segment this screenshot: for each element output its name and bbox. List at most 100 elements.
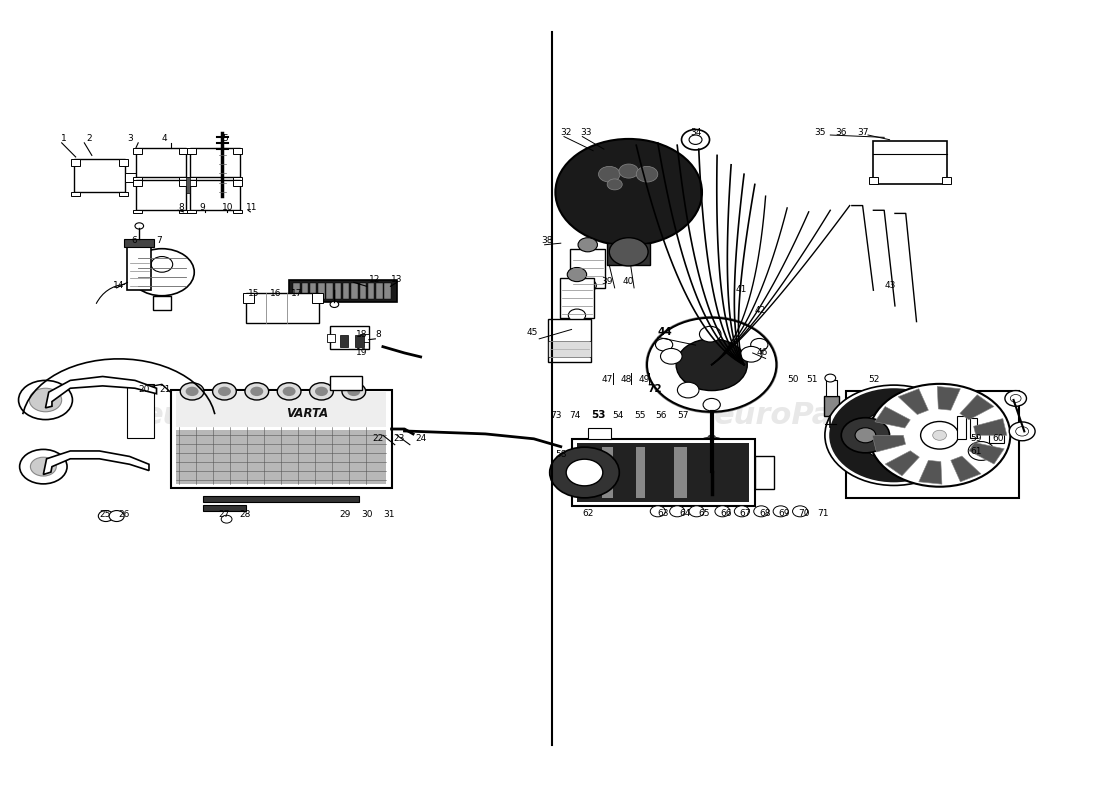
- Text: 1: 1: [60, 134, 66, 143]
- Text: 34: 34: [690, 128, 702, 138]
- Bar: [826, 380, 837, 396]
- Text: 74: 74: [570, 410, 581, 419]
- Circle shape: [689, 135, 702, 145]
- Text: 33: 33: [580, 128, 592, 138]
- Bar: [755, 456, 774, 489]
- Text: 15: 15: [249, 289, 260, 298]
- Circle shape: [609, 238, 648, 266]
- Circle shape: [707, 434, 716, 441]
- Polygon shape: [974, 418, 1006, 435]
- Bar: [246, 294, 319, 323]
- Text: 17: 17: [292, 289, 302, 298]
- Bar: [334, 283, 341, 299]
- Text: 61: 61: [970, 447, 982, 457]
- Text: 62: 62: [582, 509, 594, 518]
- Circle shape: [180, 382, 204, 400]
- Circle shape: [684, 452, 692, 458]
- Text: 28: 28: [240, 510, 251, 519]
- Circle shape: [245, 382, 268, 400]
- Circle shape: [754, 506, 769, 517]
- Bar: [351, 283, 358, 299]
- Circle shape: [1010, 394, 1021, 402]
- Text: 43: 43: [884, 282, 895, 290]
- Text: 44: 44: [658, 327, 672, 338]
- Text: 22: 22: [372, 434, 384, 443]
- Text: 13: 13: [390, 275, 402, 284]
- Circle shape: [715, 506, 730, 517]
- Circle shape: [109, 510, 124, 522]
- Circle shape: [825, 385, 962, 486]
- Circle shape: [732, 452, 739, 458]
- Circle shape: [678, 382, 698, 398]
- Text: 65: 65: [698, 509, 711, 518]
- Text: 70: 70: [798, 509, 810, 518]
- Bar: [136, 181, 186, 210]
- Text: 20: 20: [139, 385, 150, 394]
- Text: 69: 69: [779, 509, 790, 518]
- Bar: [548, 319, 591, 362]
- Circle shape: [688, 438, 736, 472]
- Circle shape: [556, 139, 702, 246]
- Circle shape: [218, 386, 231, 396]
- Text: 9: 9: [199, 203, 206, 212]
- Bar: [128, 384, 154, 438]
- Text: 35: 35: [814, 128, 826, 138]
- Bar: [571, 249, 605, 288]
- Bar: [572, 439, 755, 506]
- Text: 5: 5: [222, 134, 228, 143]
- Circle shape: [921, 422, 958, 449]
- Circle shape: [1009, 422, 1035, 441]
- Text: 19: 19: [356, 348, 367, 357]
- Circle shape: [20, 450, 67, 484]
- Circle shape: [698, 481, 725, 499]
- Text: 12: 12: [368, 275, 381, 284]
- Circle shape: [968, 442, 994, 460]
- Text: 71: 71: [817, 509, 828, 518]
- Bar: [119, 192, 128, 195]
- Text: 55: 55: [634, 410, 646, 419]
- Polygon shape: [969, 442, 1004, 464]
- Text: 26: 26: [119, 510, 130, 519]
- Text: 60: 60: [992, 434, 1003, 443]
- Bar: [133, 147, 142, 154]
- Circle shape: [707, 469, 716, 475]
- Text: 29: 29: [340, 510, 351, 519]
- Circle shape: [647, 318, 777, 412]
- Circle shape: [212, 382, 236, 400]
- Bar: [187, 147, 196, 154]
- Text: 53: 53: [591, 410, 605, 419]
- Circle shape: [656, 338, 673, 351]
- Bar: [170, 390, 392, 488]
- Bar: [602, 447, 613, 498]
- Circle shape: [650, 506, 666, 517]
- Bar: [243, 294, 253, 302]
- Bar: [587, 428, 612, 439]
- Circle shape: [636, 166, 658, 182]
- Text: 10: 10: [222, 203, 234, 212]
- Circle shape: [251, 386, 263, 396]
- Circle shape: [700, 326, 720, 342]
- Circle shape: [842, 418, 890, 453]
- Circle shape: [348, 386, 361, 396]
- Text: 18: 18: [356, 330, 367, 339]
- Bar: [376, 283, 383, 299]
- Bar: [179, 178, 188, 180]
- Circle shape: [607, 179, 623, 190]
- Text: 41: 41: [736, 285, 747, 294]
- Circle shape: [619, 164, 638, 178]
- Bar: [190, 181, 240, 210]
- Text: 8: 8: [178, 203, 184, 212]
- Text: 36: 36: [836, 128, 847, 138]
- Bar: [176, 392, 386, 427]
- Polygon shape: [872, 435, 905, 452]
- Circle shape: [1005, 390, 1026, 406]
- Bar: [989, 428, 1004, 443]
- Text: 47: 47: [602, 375, 613, 384]
- Text: 14: 14: [113, 282, 124, 290]
- Text: 42: 42: [755, 306, 766, 315]
- Bar: [318, 283, 324, 299]
- Circle shape: [724, 464, 733, 470]
- Circle shape: [315, 386, 328, 396]
- Text: 3: 3: [128, 134, 133, 143]
- Circle shape: [933, 430, 946, 440]
